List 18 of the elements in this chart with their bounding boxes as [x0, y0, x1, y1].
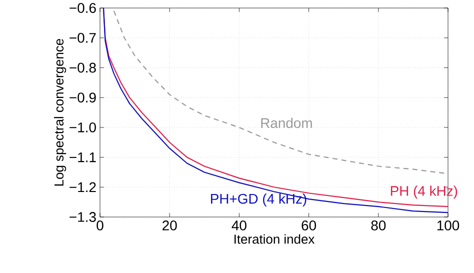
series-label: PH (4 kHz)	[390, 186, 458, 199]
y-tick-label: −0.6	[70, 3, 96, 13]
x-tick-label: 60	[302, 220, 316, 230]
y-tick-label: −0.7	[70, 32, 96, 43]
y-tick-label: −1.0	[70, 122, 96, 132]
x-axis-title: Iteration index	[234, 234, 315, 244]
y-tick-label: −1.2	[70, 182, 96, 192]
y-tick-label: −0.8	[70, 62, 96, 73]
x-tick-label: 80	[371, 220, 386, 230]
y-tick-label: −1.3	[70, 212, 96, 222]
x-tick-label: 100	[437, 220, 460, 230]
series-label: Random	[261, 118, 312, 128]
y-tick-label: −0.9	[70, 92, 96, 103]
x-tick-label: 20	[162, 220, 177, 230]
y-axis-title: Log spectral convergence	[54, 38, 66, 186]
y-tick-label: −1.1	[70, 152, 96, 162]
x-tick-label: 0	[96, 220, 104, 230]
x-tick-label: 40	[232, 220, 246, 230]
